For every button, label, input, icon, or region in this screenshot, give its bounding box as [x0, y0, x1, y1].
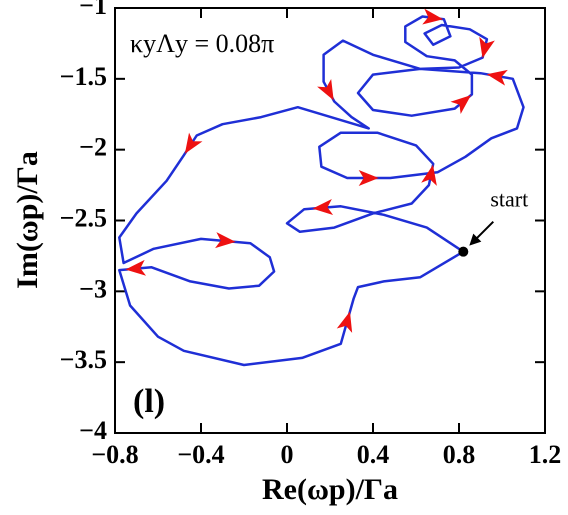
direction-arrow: [486, 69, 508, 86]
direction-arrow: [479, 36, 495, 59]
trajectory: [118, 15, 525, 367]
y-tick-label: −1: [79, 0, 107, 20]
direction-arrow: [421, 164, 437, 186]
direction-arrow: [358, 170, 379, 186]
y-tick-label: −3: [79, 274, 107, 303]
x-tick-label: −0.4: [177, 440, 224, 469]
x-tick-label: 0: [281, 440, 294, 469]
x-axis-label: Re(ωp)/Γa: [262, 473, 398, 506]
direction-arrow: [215, 232, 236, 249]
x-tick-label: 1.2: [529, 440, 562, 469]
x-tick-label: −0.8: [91, 440, 138, 469]
direction-arrow: [450, 95, 472, 115]
y-tick-label: −3.5: [60, 345, 107, 374]
plot-frame: [114, 7, 546, 434]
x-tick-label: 0.4: [357, 440, 390, 469]
annotation: κyΛy = 0.08π: [130, 29, 274, 58]
direction-arrow: [317, 78, 334, 101]
direction-arrow: [312, 199, 334, 216]
y-tick-label: −2: [79, 133, 107, 162]
direction-arrow: [422, 8, 444, 25]
y-tick-label: −4: [79, 416, 107, 445]
start-pointer-head: [469, 233, 482, 246]
direction-arrow: [125, 259, 147, 276]
direction-arrow: [336, 311, 353, 333]
x-tick-label: 0.8: [443, 440, 476, 469]
y-tick-label: −1.5: [60, 62, 107, 91]
y-axis-label: Im(ωp)/Γa: [11, 151, 44, 289]
direction-arrow: [184, 132, 203, 154]
y-tick-label: −2.5: [60, 203, 107, 232]
panel-label: (l): [133, 383, 165, 420]
start-label: start: [490, 187, 528, 212]
start-point: [458, 246, 469, 257]
